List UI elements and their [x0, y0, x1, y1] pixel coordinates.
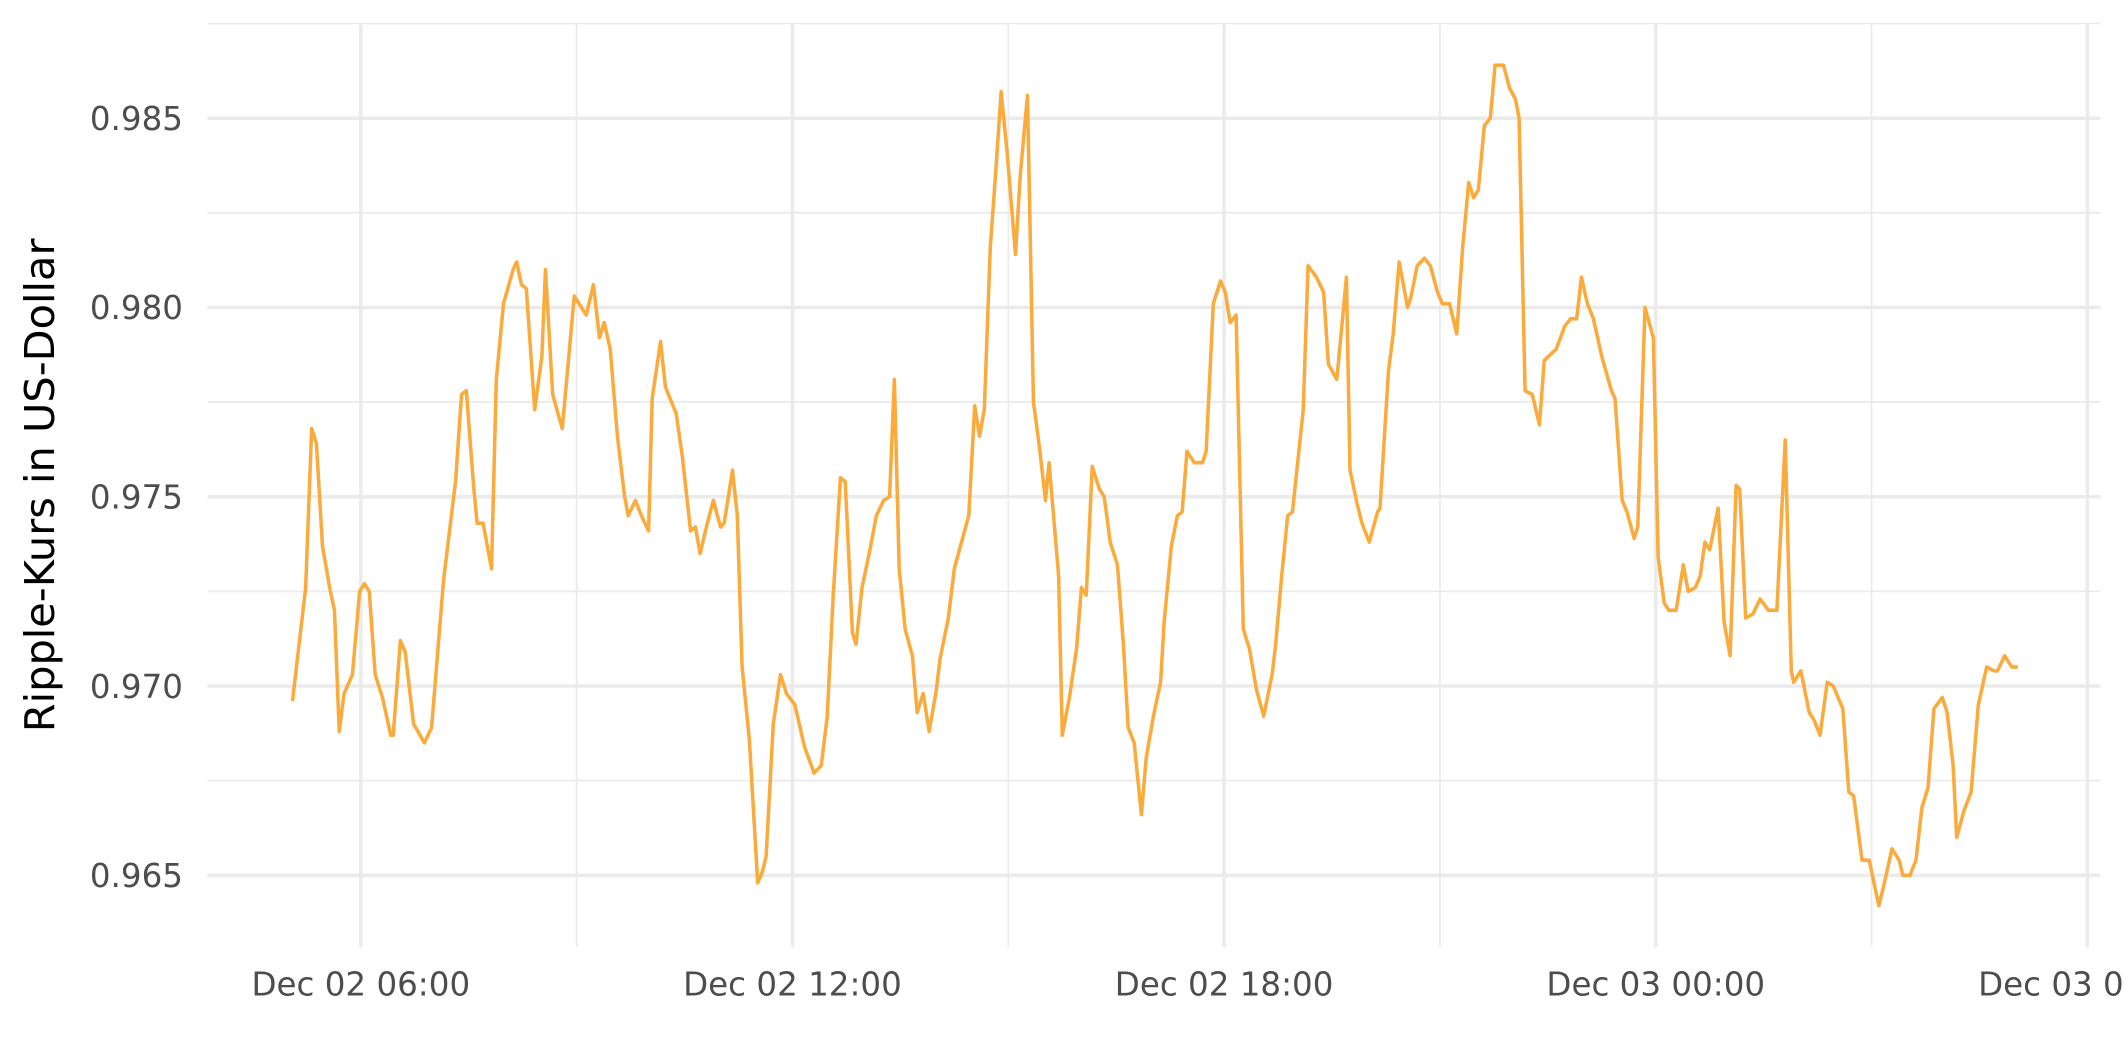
x-tick-label: Dec 03 06:00	[1978, 965, 2125, 1003]
y-tick-label: 0.975	[90, 478, 183, 516]
y-tick-label: 0.965	[90, 857, 183, 895]
x-tick-label: Dec 03 00:00	[1546, 965, 1765, 1003]
y-axis-label: Ripple-Kurs in US-Dollar	[17, 238, 65, 732]
price-line	[290, 63, 2018, 908]
x-tick-label: Dec 02 18:00	[1115, 965, 1334, 1003]
y-tick-label: 0.980	[90, 289, 183, 327]
marks	[290, 63, 2018, 908]
x-tick-label: Dec 02 12:00	[683, 965, 902, 1003]
grid	[207, 22, 2101, 948]
y-tick-label: 0.985	[90, 100, 183, 138]
x-tick-label: Dec 02 06:00	[251, 965, 470, 1003]
y-tick-label: 0.970	[90, 667, 183, 705]
